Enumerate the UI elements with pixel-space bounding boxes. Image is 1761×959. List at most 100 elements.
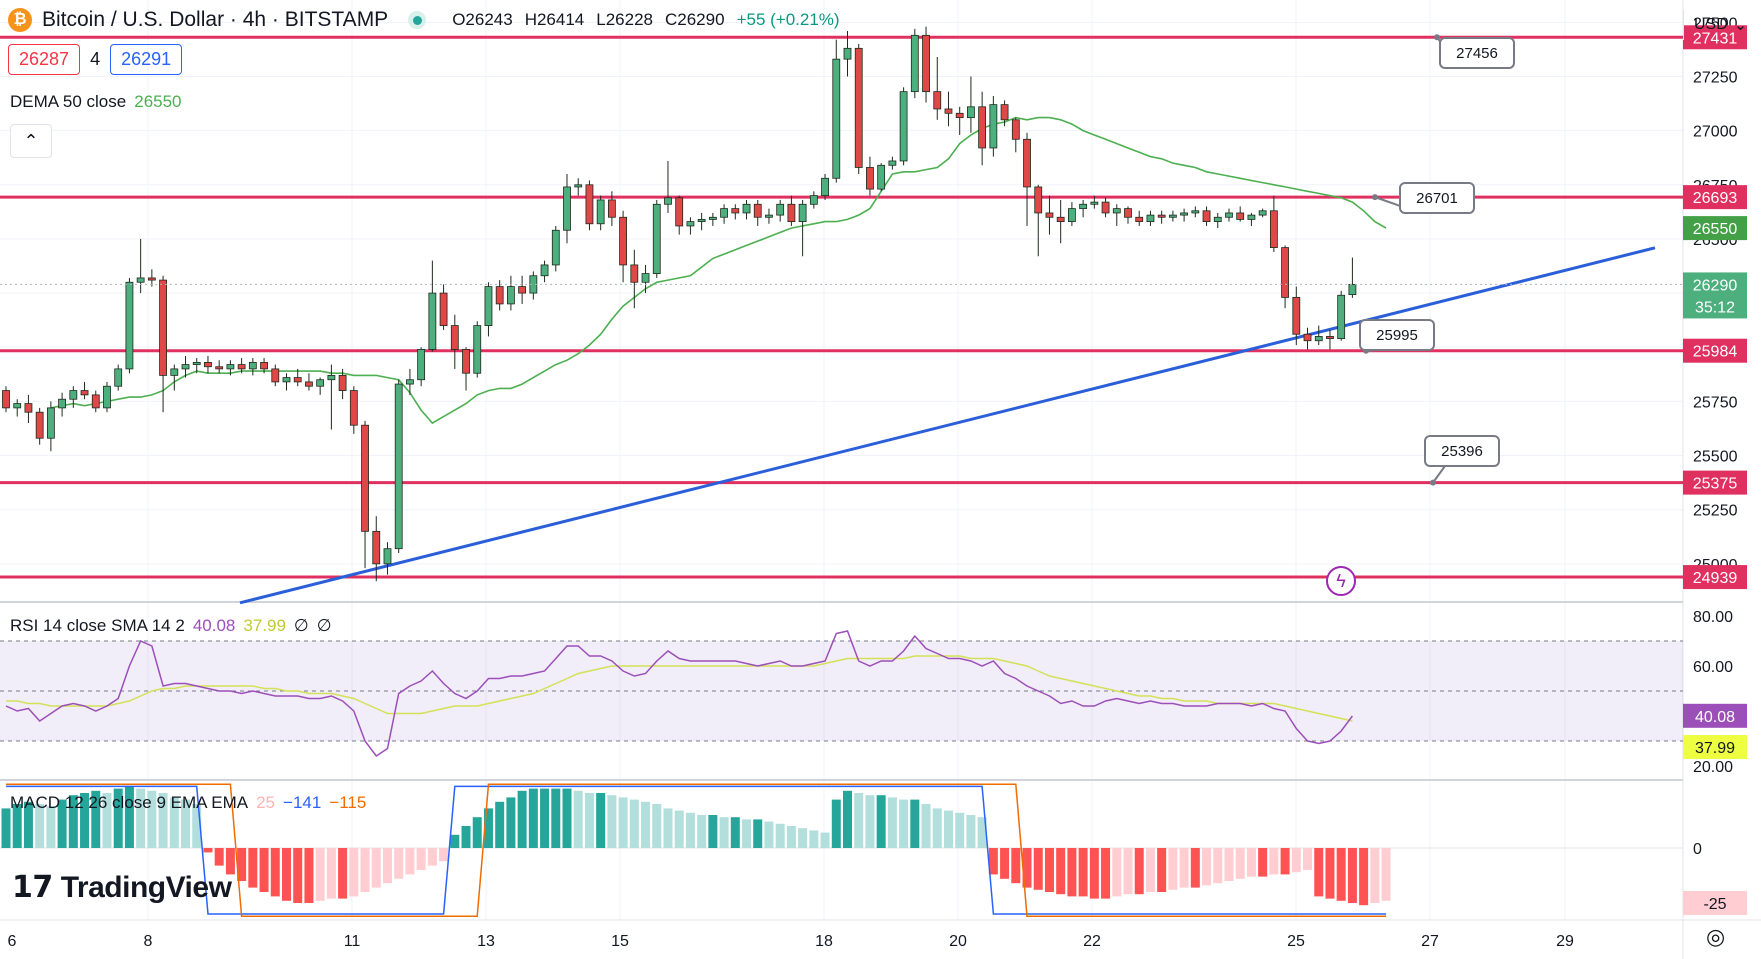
candle-body [731, 208, 740, 214]
price-axis-tag-label: 26290 [1693, 277, 1738, 294]
macd-histogram-bar [1056, 848, 1066, 895]
time-tick-label: 15 [611, 933, 629, 950]
macd-histogram-bar [304, 848, 314, 903]
candle-body [877, 164, 886, 190]
macd-histogram-bar [1168, 848, 1178, 890]
macd-histogram-bar [988, 848, 998, 875]
currency-label: USD [1694, 16, 1728, 33]
candle-body [114, 368, 123, 387]
candle-body [450, 325, 459, 350]
macd-histogram-bar [1269, 848, 1279, 875]
candle-body [989, 104, 998, 149]
candle-body [1314, 336, 1323, 342]
macd-histogram-bar [12, 804, 22, 848]
price-axis-tag-label: 25375 [1693, 476, 1738, 493]
macd-histogram-bar [124, 786, 134, 848]
macd-histogram-bar [1044, 848, 1054, 892]
macd-histogram-bar [1381, 848, 1391, 901]
callout-anchor [1372, 194, 1378, 201]
macd-histogram-bar [270, 848, 280, 897]
low-value: L26228 [596, 10, 653, 29]
candle-body [462, 349, 470, 374]
macd-histogram-bar [181, 799, 191, 848]
candle-body [1090, 201, 1099, 205]
dema-legend[interactable]: DEMA 50 close 26550 [10, 92, 182, 112]
candle-body [383, 548, 392, 565]
rsi-legend[interactable]: RSI 14 close SMA 14 2 40.08 37.99 ∅ ∅ [10, 616, 332, 636]
ask-button[interactable]: 26291 [110, 44, 183, 75]
macd-tick-label: 0 [1693, 841, 1702, 858]
candle-body [439, 292, 448, 326]
macd-histogram-bar [854, 793, 864, 848]
macd-histogram-bar [158, 793, 168, 848]
macd-histogram-bar [282, 848, 291, 901]
candle-body [417, 349, 426, 381]
macd-histogram-bar [80, 793, 90, 848]
macd-histogram-bar [899, 799, 909, 848]
settings-icon[interactable]: ◎ [1706, 924, 1726, 949]
macd-histogram-bar [641, 801, 651, 848]
macd-histogram-bar [315, 848, 325, 901]
candle-body [1157, 214, 1166, 218]
symbol-header[interactable]: ₿ Bitcoin / U.S. Dollar · 4h · BITSTAMP … [8, 6, 840, 34]
candle-body [305, 381, 313, 387]
candle-body [675, 197, 684, 227]
candle-body [1079, 203, 1088, 210]
candle-body [967, 106, 975, 119]
price-tick-label: 25750 [1693, 394, 1738, 411]
macd-histogram-bar [293, 848, 303, 903]
alert-icon-circle [1326, 566, 1356, 596]
macd-histogram-bar [573, 790, 583, 848]
macd-histogram-bar [147, 790, 157, 848]
bid-button[interactable]: 26287 [8, 44, 81, 75]
macd-histogram-bar [708, 815, 718, 848]
market-status-icon[interactable] [408, 11, 427, 29]
candle-body [91, 394, 100, 409]
bitcoin-icon: ₿ [8, 8, 32, 32]
macd-histogram-bar [259, 848, 269, 892]
time-tick-label: 11 [344, 933, 361, 950]
candle-body [192, 362, 201, 365]
macd-histogram-bar [1258, 848, 1268, 877]
time-tick-label: 13 [477, 933, 495, 950]
collapse-legend-button[interactable]: ⌃ [10, 124, 52, 158]
macd-histogram-bar [416, 848, 426, 870]
candle-body [540, 264, 549, 277]
candle-body [742, 203, 751, 214]
macd-histogram-bar [596, 793, 606, 848]
candle-body [1056, 216, 1065, 223]
macd-histogram-bar [57, 799, 67, 848]
alert-icon-glyph: ϟ [1336, 571, 1346, 591]
macd-histogram-bar [439, 848, 449, 862]
currency-select[interactable]: USD ⌄ [1683, 10, 1761, 40]
macd-histogram-bar [674, 810, 684, 848]
macd-histogram-bar [820, 832, 830, 848]
macd-histogram-bar [192, 804, 202, 848]
candle-body [518, 286, 527, 294]
candle-body [103, 385, 111, 409]
macd-histogram-bar [214, 848, 224, 866]
callout-box [1399, 182, 1475, 214]
macd-histogram-bar [68, 795, 78, 848]
price-tick-label: 25250 [1693, 503, 1738, 520]
macd-legend[interactable]: MACD 12 26 close 9 EMA EMA 25 −141 −115 [10, 793, 366, 813]
high-value: H26414 [524, 10, 585, 29]
macd-histogram-bar [1022, 848, 1032, 888]
symbol-title[interactable]: Bitcoin / U.S. Dollar · 4h · BITSTAMP [42, 8, 389, 31]
time-tick-label: 18 [815, 933, 833, 950]
tradingview-mark-icon: 17 [12, 870, 53, 905]
candle-body [619, 216, 627, 266]
candle-body [1180, 212, 1188, 216]
macd-histogram-bar [540, 788, 550, 848]
candle-body [596, 199, 605, 225]
callout-label: 26701 [1416, 190, 1458, 207]
macd-histogram-bar [394, 848, 404, 879]
rsi-sma-value: 37.99 [243, 616, 286, 635]
candle-body [866, 167, 874, 190]
macd-histogram-bar [1157, 848, 1167, 892]
macd-histogram-bar [248, 848, 258, 888]
macd-value-tag-label: -25 [1703, 896, 1726, 913]
macd-histogram-bar [876, 795, 886, 848]
macd-histogram-bar [1325, 848, 1335, 899]
